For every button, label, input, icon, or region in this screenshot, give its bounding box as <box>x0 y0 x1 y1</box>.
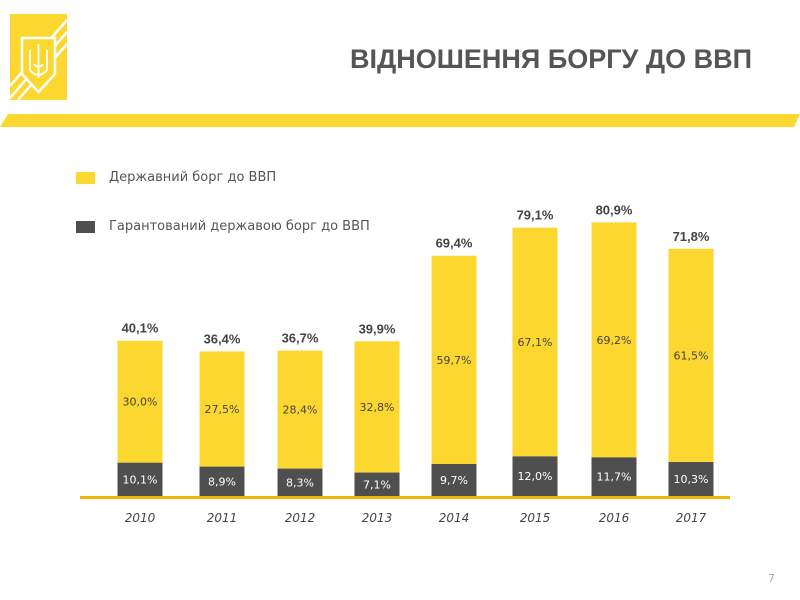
bar-state-debt <box>199 351 245 467</box>
label-total: 36,4% <box>204 331 241 346</box>
label-guaranteed-debt: 8,3% <box>286 476 314 489</box>
ukraine-coat-of-arms-logo <box>10 14 67 100</box>
label-total: 69,4% <box>436 236 473 251</box>
label-guaranteed-debt: 10,3% <box>674 473 709 486</box>
header-stripe <box>0 114 800 127</box>
label-state-debt: 28,4% <box>283 404 318 417</box>
bar-state-debt <box>668 248 714 463</box>
legend-item-state-debt: Державний борг до ВВП <box>76 170 276 185</box>
bar-state-debt <box>591 222 637 458</box>
x-tick-label: 2014 <box>439 511 470 525</box>
baseline-axis <box>80 496 730 499</box>
legend-label: Гарантований державою борг до ВВП <box>109 219 370 234</box>
label-total: 80,9% <box>596 202 633 217</box>
label-state-debt: 69,2% <box>597 334 632 347</box>
x-tick-label: 2017 <box>676 511 707 525</box>
label-guaranteed-debt: 7,1% <box>363 478 391 491</box>
x-tick-label: 2016 <box>599 511 630 525</box>
bar-state-debt <box>431 255 477 464</box>
page-number: 7 <box>768 572 775 585</box>
label-state-debt: 30,0% <box>123 396 158 409</box>
label-total: 39,9% <box>359 321 396 336</box>
label-total: 71,8% <box>673 229 710 244</box>
bar-guaranteed-debt <box>512 456 558 496</box>
label-total: 40,1% <box>122 321 159 336</box>
legend-swatch-yellow <box>76 171 95 184</box>
x-tick-label: 2012 <box>285 511 316 525</box>
bar-state-debt <box>354 341 400 473</box>
bar-guaranteed-debt <box>591 457 637 496</box>
x-tick-label: 2015 <box>520 511 551 525</box>
bar-guaranteed-debt <box>117 462 163 496</box>
label-guaranteed-debt: 12,0% <box>518 470 553 483</box>
label-guaranteed-debt: 8,9% <box>208 475 236 488</box>
bar-guaranteed-debt <box>668 462 714 496</box>
bar-guaranteed-debt <box>277 468 323 496</box>
bar-state-debt <box>277 350 323 469</box>
label-total: 79,1% <box>517 208 554 223</box>
label-state-debt: 32,8% <box>360 401 395 414</box>
label-state-debt: 59,7% <box>437 354 472 367</box>
label-guaranteed-debt: 11,7% <box>597 471 632 484</box>
label-state-debt: 67,1% <box>518 336 553 349</box>
x-tick-label: 2010 <box>125 511 156 525</box>
label-guaranteed-debt: 9,7% <box>440 474 468 487</box>
bar-guaranteed-debt <box>431 463 477 496</box>
bar-guaranteed-debt <box>354 472 400 496</box>
bar-state-debt <box>512 227 558 457</box>
x-tick-label: 2011 <box>207 511 238 525</box>
label-total: 36,7% <box>282 331 319 346</box>
page-title: ВІДНОШЕННЯ БОРГУ ДО ВВП <box>350 44 752 74</box>
bar-state-debt <box>117 340 163 463</box>
label-guaranteed-debt: 10,1% <box>123 473 158 486</box>
label-state-debt: 27,5% <box>205 403 240 416</box>
legend-item-guaranteed-debt: Гарантований державою борг до ВВП <box>76 219 370 234</box>
legend-label: Державний борг до ВВП <box>109 170 277 185</box>
legend-swatch-dark <box>76 220 95 233</box>
bar-guaranteed-debt <box>199 466 245 496</box>
x-tick-label: 2013 <box>362 511 393 525</box>
label-state-debt: 61,5% <box>674 349 709 362</box>
